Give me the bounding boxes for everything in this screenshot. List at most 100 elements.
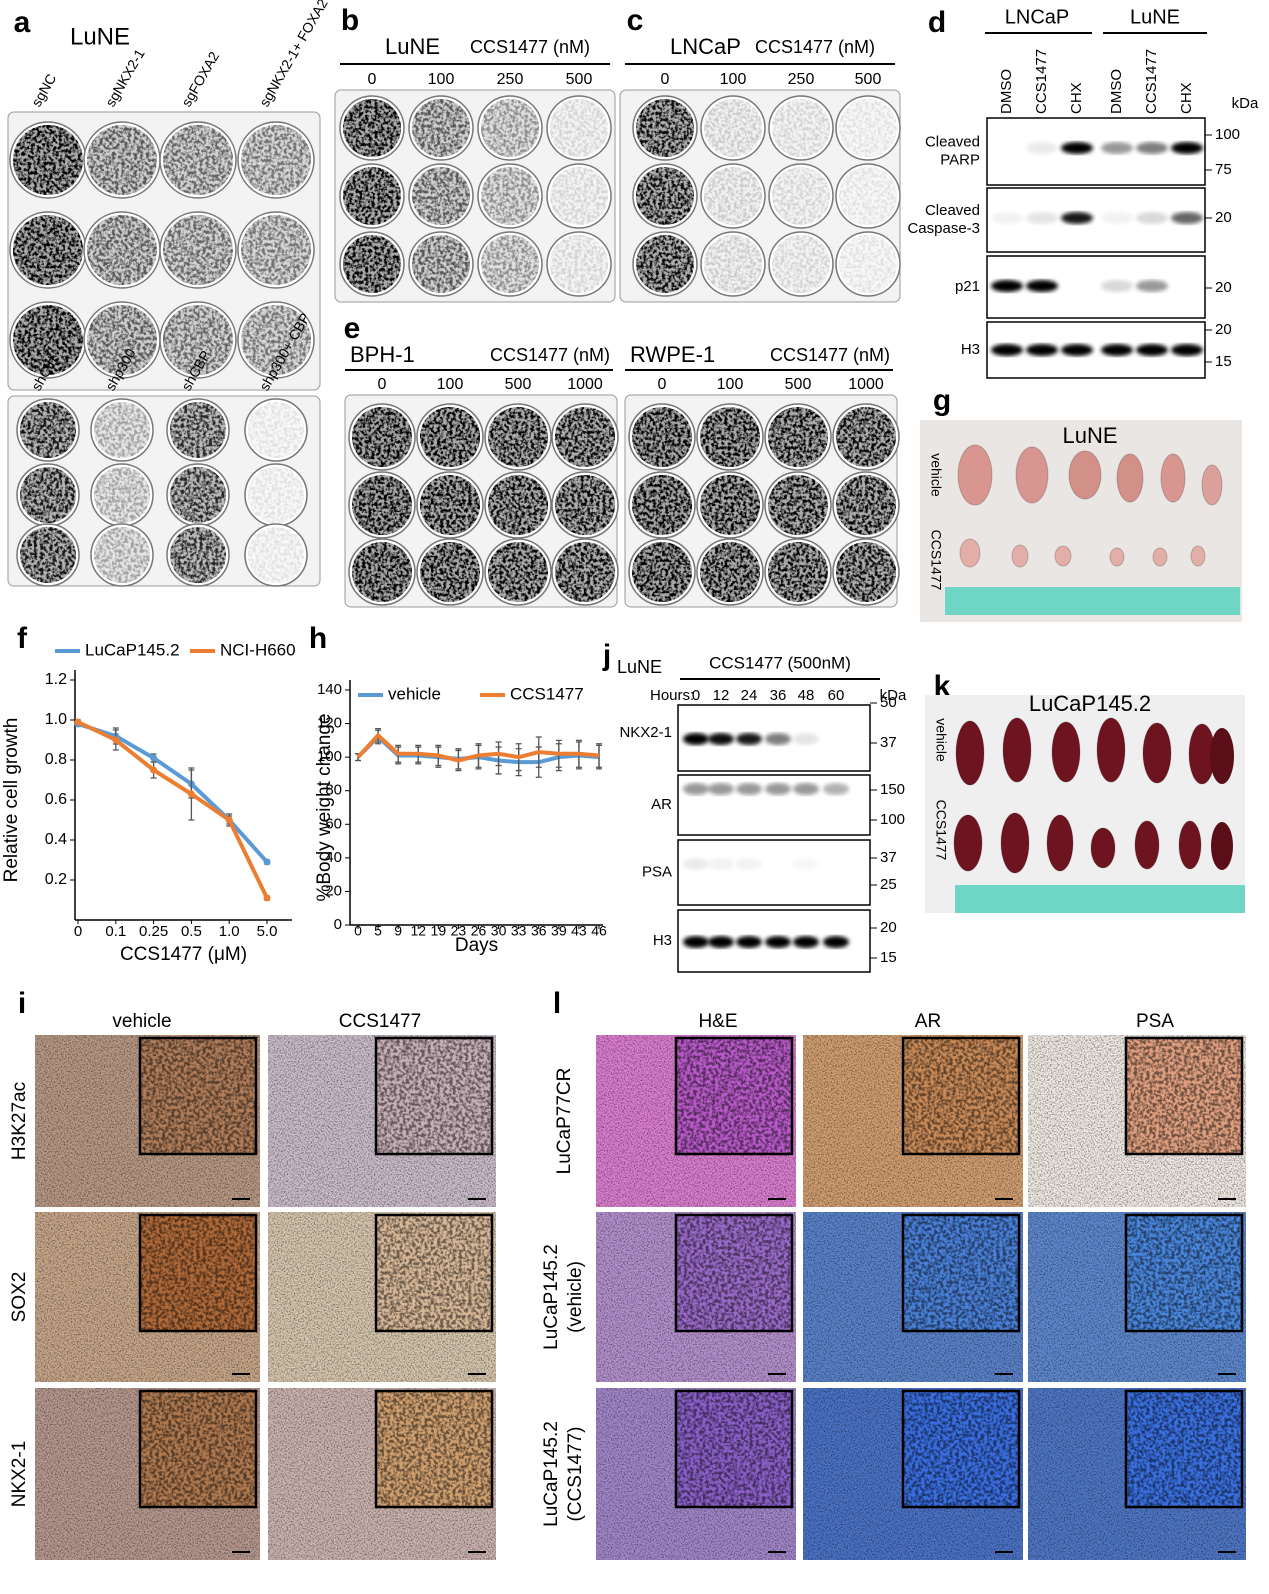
inset-texture bbox=[376, 1391, 492, 1507]
inset-texture bbox=[140, 1038, 256, 1154]
band bbox=[1171, 344, 1203, 356]
x-tick-label: 0.25 bbox=[139, 923, 168, 940]
colonies bbox=[632, 475, 692, 535]
x-tick-label: 5 bbox=[374, 923, 382, 939]
colonies bbox=[20, 467, 76, 523]
x-tick-label: 33 bbox=[511, 923, 527, 939]
row-label: NKX2-1 bbox=[619, 724, 672, 741]
marker: 20 bbox=[880, 919, 897, 936]
x-tick-label: 12 bbox=[410, 923, 426, 939]
band bbox=[793, 936, 819, 948]
band bbox=[736, 858, 762, 870]
cell-line: LNCaP bbox=[670, 34, 741, 59]
unit: kDa bbox=[880, 687, 907, 704]
point bbox=[150, 754, 158, 762]
colonies bbox=[13, 215, 83, 285]
y-tick-label: 20 bbox=[325, 882, 342, 899]
colonies bbox=[704, 235, 762, 293]
tumour bbox=[1109, 547, 1125, 567]
y-tick-label: 0.8 bbox=[45, 751, 67, 768]
band bbox=[1136, 212, 1168, 224]
inset-texture bbox=[140, 1391, 256, 1507]
tumour bbox=[1096, 717, 1126, 783]
dose: 0 bbox=[368, 71, 377, 88]
y-tick-label: 100 bbox=[317, 748, 342, 765]
dose: 100 bbox=[720, 71, 747, 88]
unit: kDa bbox=[1232, 95, 1259, 112]
point bbox=[112, 736, 120, 744]
inset-frame bbox=[1124, 1036, 1244, 1156]
row-label: vehicle bbox=[928, 453, 944, 497]
row-label: Cleaved Caspase-3 bbox=[907, 202, 980, 237]
blot bbox=[677, 839, 871, 906]
inset-frame bbox=[674, 1213, 794, 1333]
colonies bbox=[412, 167, 470, 225]
tumour bbox=[1002, 717, 1032, 783]
series-line bbox=[356, 733, 600, 763]
colonies bbox=[704, 99, 762, 157]
colonies bbox=[481, 99, 539, 157]
band bbox=[1171, 212, 1203, 224]
inset-texture bbox=[903, 1215, 1019, 1331]
marker: 15 bbox=[880, 949, 897, 966]
hour: 60 bbox=[828, 687, 845, 704]
colonies bbox=[248, 527, 304, 583]
panel-letter: e bbox=[344, 312, 361, 345]
tumour bbox=[1134, 820, 1160, 870]
marker: 37 bbox=[880, 734, 897, 751]
band bbox=[1026, 344, 1058, 356]
plate bbox=[334, 89, 616, 303]
band bbox=[1061, 212, 1093, 224]
colonies bbox=[420, 475, 480, 535]
column-label: vehicle bbox=[112, 1011, 171, 1032]
band bbox=[1061, 142, 1093, 154]
row-label: LuCaP77CR bbox=[554, 1068, 575, 1175]
marker: 75 bbox=[1215, 161, 1232, 178]
colonies bbox=[555, 407, 615, 467]
band bbox=[1171, 142, 1203, 154]
band bbox=[1136, 344, 1168, 356]
colonies bbox=[772, 167, 830, 225]
band bbox=[708, 936, 734, 948]
row-label: NKX2-1 bbox=[9, 1441, 30, 1508]
band bbox=[1061, 344, 1093, 356]
colonies bbox=[636, 99, 694, 157]
y-tick-label: 80 bbox=[325, 782, 342, 799]
colonies bbox=[700, 475, 760, 535]
point bbox=[263, 858, 271, 866]
colonies bbox=[700, 542, 760, 602]
hour: 36 bbox=[770, 687, 787, 704]
colonies bbox=[488, 475, 548, 535]
band bbox=[793, 858, 819, 870]
y-tick-label: 40 bbox=[325, 849, 342, 866]
band bbox=[1026, 142, 1058, 154]
x-axis-label: CCS1477 (μM) bbox=[120, 944, 247, 965]
dose: 0 bbox=[378, 376, 387, 393]
inset-texture bbox=[676, 1391, 792, 1507]
tumour bbox=[1201, 464, 1223, 506]
marker: 20 bbox=[1215, 279, 1232, 296]
dose: 500 bbox=[505, 376, 532, 393]
panel-letter: g bbox=[933, 384, 951, 417]
point bbox=[263, 894, 271, 902]
colonies bbox=[550, 235, 608, 293]
marker: 100 bbox=[880, 811, 905, 828]
dose: 250 bbox=[497, 71, 524, 88]
inset-frame bbox=[674, 1036, 794, 1156]
y-tick-label: 60 bbox=[325, 815, 342, 832]
colonies bbox=[343, 235, 401, 293]
lane-label: CHX bbox=[1178, 82, 1195, 114]
band bbox=[708, 783, 734, 795]
tumour bbox=[1046, 814, 1074, 872]
row-label: p21 bbox=[955, 278, 980, 295]
cell-line: RWPE-1 bbox=[630, 342, 715, 367]
band bbox=[1136, 280, 1168, 292]
column-label: H&E bbox=[698, 1011, 737, 1032]
colonies bbox=[94, 527, 150, 583]
x-tick-label: 0.5 bbox=[181, 923, 202, 940]
band bbox=[1101, 212, 1133, 224]
colonies bbox=[632, 542, 692, 602]
colonies bbox=[836, 475, 896, 535]
inset-texture bbox=[903, 1038, 1019, 1154]
dose: 0 bbox=[658, 376, 667, 393]
